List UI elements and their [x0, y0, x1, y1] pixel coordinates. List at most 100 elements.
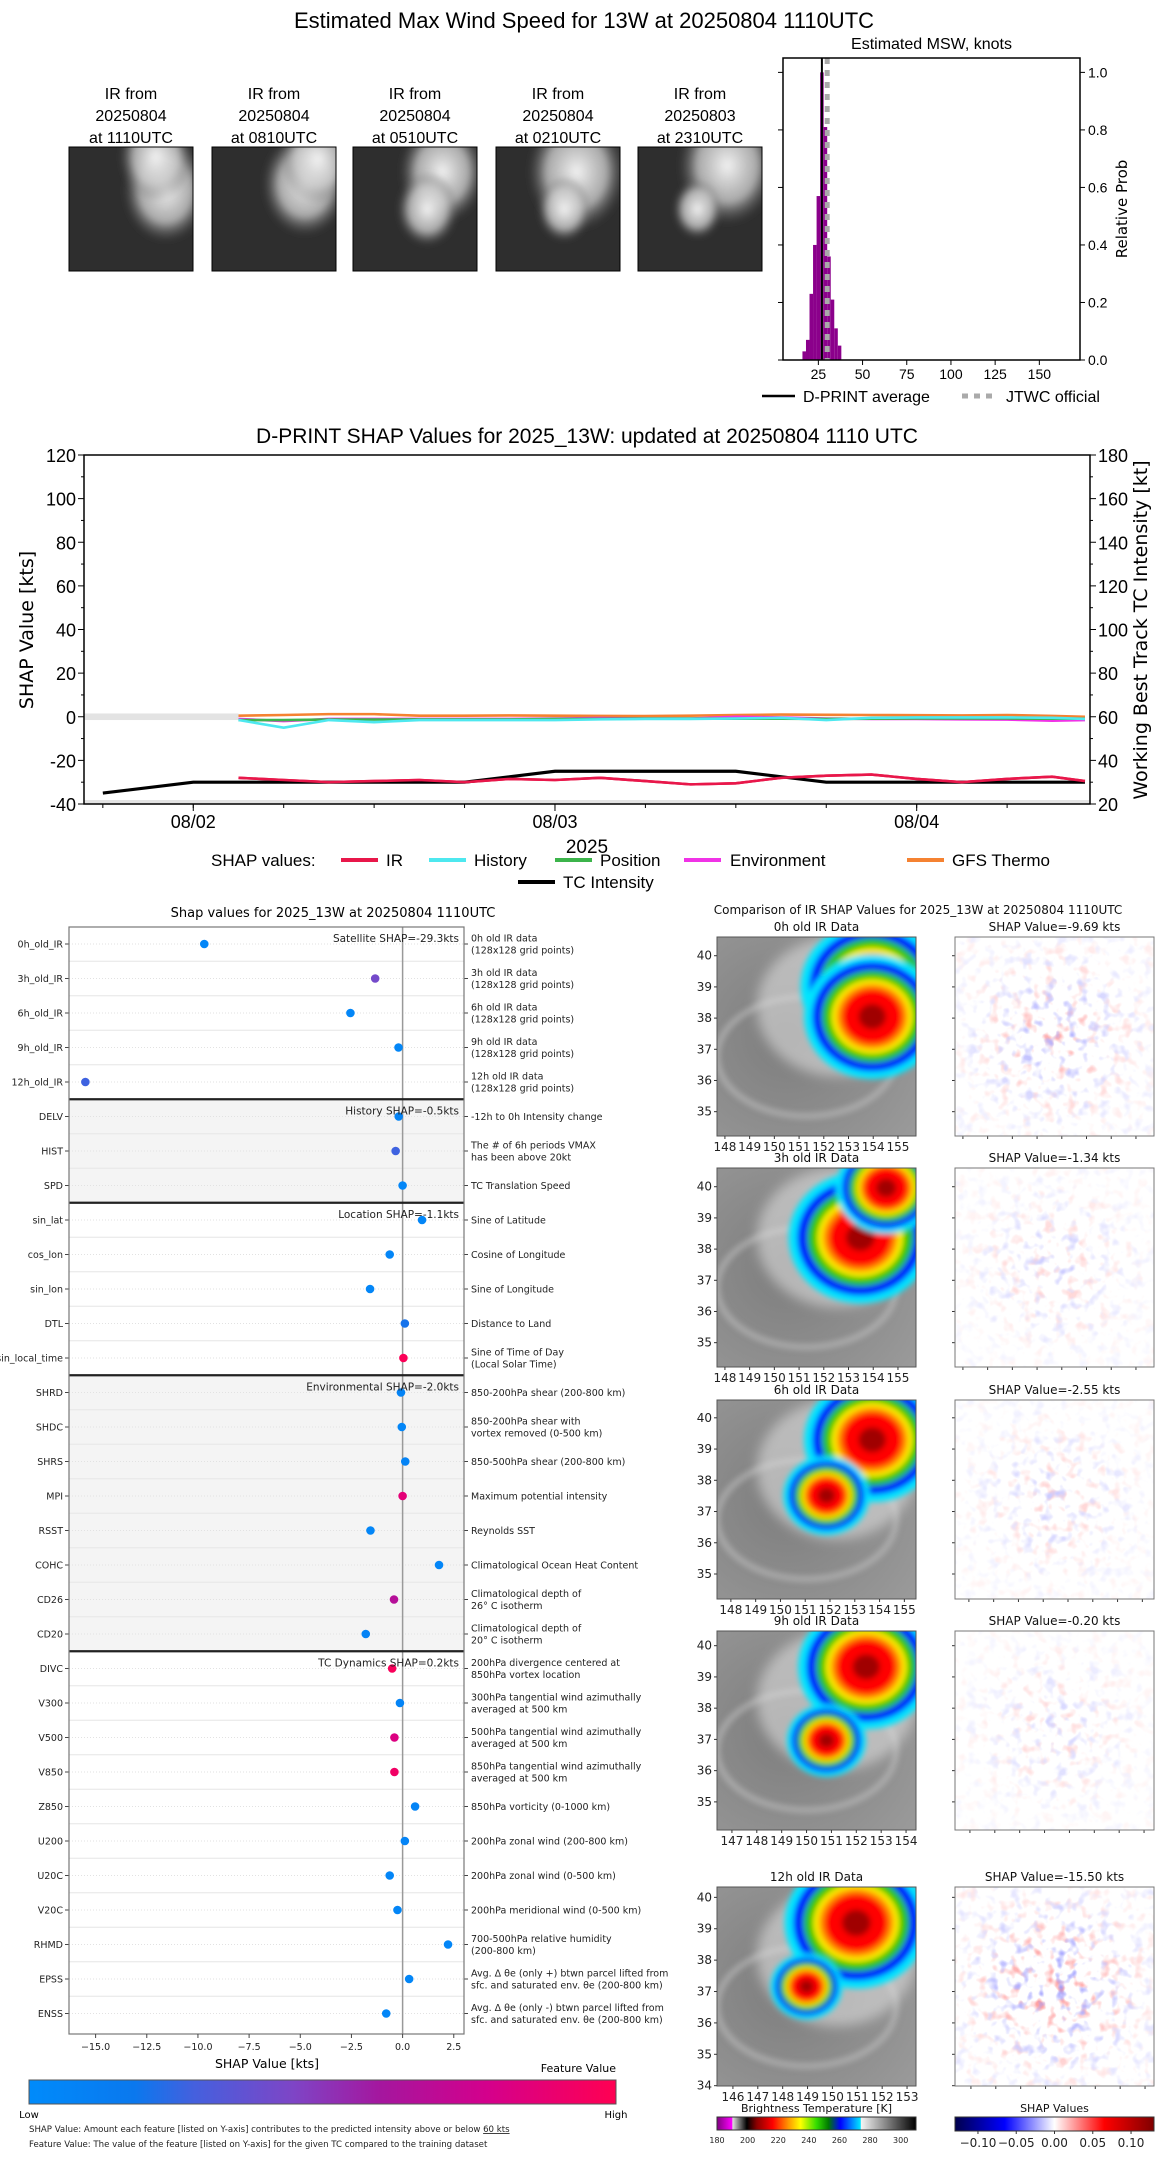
bt-tick-label: 280 [862, 2136, 877, 2145]
shap-image-frame [954, 1399, 1155, 1600]
feature-description: 850hPa tangential wind azimuthally [471, 1762, 642, 1773]
ir-image-title: 3h old IR Data [774, 1151, 860, 1165]
msw-histogram: Estimated MSW, knots 25 50 75 100 125 150 0.0 0.… [762, 36, 1131, 406]
bt-colorbar-gradient [716, 2116, 917, 2131]
histogram-bar [802, 351, 806, 360]
histogram-bar [805, 339, 810, 360]
shap-dot [396, 1388, 406, 1397]
ir-thumbnail-image [496, 147, 620, 271]
feature-label: 3h_old_IR [18, 974, 64, 985]
ir-image-frame [716, 1886, 917, 2087]
histogram-bar [834, 328, 838, 360]
legend-label: Environment [730, 851, 826, 870]
feature-label: COHC [35, 1561, 63, 1572]
ir-image [717, 1887, 916, 2086]
legend-jtwc-label: JTWC official [1006, 389, 1100, 406]
ir-thumbnail-0: IR from 20250804 at 1110UTC [68, 86, 194, 272]
ir-row-0: 0h old IR Data SHAP Value=-9.69 kts 148 149… [697, 920, 1155, 1154]
y-tick-label: 1.0 [1088, 64, 1108, 80]
footnote-feature: Feature Value: The value of the feature … [29, 2140, 488, 2150]
y-axis-label: Relative Prob [1113, 160, 1131, 259]
lon-tick-label: 152 [819, 1603, 842, 1617]
ir-thumbnail-image [69, 147, 193, 271]
lat-tick-label: 37 [697, 1042, 712, 1056]
feature-label: U20C [37, 1871, 63, 1882]
thumbnail-label: IR from [674, 86, 726, 103]
x-axis-label: SHAP Value [kts] [215, 2056, 319, 2071]
lon-tick-label: 151 [846, 2090, 869, 2104]
shap-dot [394, 1043, 403, 1052]
bt-tick-label: 180 [709, 2136, 724, 2145]
lon-tick-label: 149 [796, 2090, 819, 2104]
ir-image-frame [716, 936, 917, 1137]
shap-image-title: SHAP Value=-9.69 kts [989, 920, 1121, 934]
feature-description: Climatological Ocean Heat Content [471, 1561, 638, 1572]
feature-label: Z850 [38, 1802, 63, 1813]
feature-group-2: sin_lat Sine of Latitude cos_lon Cosine of … [0, 1216, 566, 1371]
x-tick-label: −2.5 [340, 2042, 363, 2053]
shap-timeseries-chart: D-PRINT SHAP Values for 2025_13W: update… [16, 425, 1152, 892]
lat-tick-label: 40 [697, 949, 712, 963]
x-tick-label: 08/04 [894, 812, 939, 832]
y-tick-label: 0 [66, 708, 76, 728]
lat-tick-label: 35 [697, 1795, 712, 1809]
histogram-bar [827, 256, 831, 360]
feature-description: averaged at 500 km [471, 1705, 567, 1716]
lat-tick-label: 39 [697, 1922, 712, 1936]
feature-label: sin_lon [30, 1285, 63, 1296]
lon-tick-label: 153 [843, 1603, 866, 1617]
feature-label: ENSS [38, 2009, 63, 2020]
feature-description: averaged at 500 km [471, 1774, 567, 1785]
ir-image [717, 1168, 916, 1367]
thumbnail-label: 20250804 [522, 108, 593, 125]
lon-tick-label: 152 [871, 2090, 894, 2104]
footnote-shap-text: SHAP Value: Amount each feature [listed … [29, 2125, 483, 2135]
thumbnail-label: IR from [389, 86, 441, 103]
y2-axis-label: Working Best Track TC Intensity [kt] [1130, 460, 1152, 799]
legend-label: TC Intensity [563, 873, 654, 892]
lon-tick-label: 154 [895, 1834, 918, 1848]
ir-row-2: 6h old IR Data SHAP Value=-2.55 kts 148 149… [697, 1383, 1155, 1617]
histogram-bar [813, 244, 817, 360]
feature-description: Avg. Δ θe (only -) btwn parcel lifted fr… [471, 2003, 664, 2014]
x-tick-label: 125 [983, 366, 1007, 382]
lon-tick-label: 149 [744, 1603, 767, 1617]
y-tick-label: 0.6 [1088, 179, 1108, 195]
lat-tick-label: 39 [697, 1442, 712, 1456]
histogram-bar [809, 293, 814, 360]
histogram-frame [782, 57, 1081, 361]
lon-tick-label: 154 [862, 1371, 885, 1385]
y2-tick-label: 180 [1098, 446, 1128, 466]
shap-image-frame [954, 1630, 1155, 1831]
shap-dot [391, 1146, 400, 1156]
shap-tick-label: −0.05 [998, 2136, 1035, 2150]
histogram-bar [816, 196, 821, 360]
feature-label: RHMD [34, 1940, 63, 1951]
feature-description: has been above 20kt [471, 1153, 571, 1164]
lat-tick-label: 36 [697, 2016, 712, 2030]
thumbnail-label: 20250803 [664, 108, 735, 125]
x-tick-label: 150 [1028, 366, 1052, 382]
group-annotation: Location SHAP=-1.1kts [338, 1209, 459, 1221]
shap-image-frame [954, 1886, 1155, 2087]
histogram-bar [837, 345, 842, 360]
lon-tick-label: 151 [788, 1371, 811, 1385]
feature-description: Sine of Latitude [471, 1216, 546, 1227]
shap-dot [434, 1560, 444, 1570]
shap-dot [389, 1595, 399, 1604]
y2-tick-label: 80 [1098, 664, 1118, 684]
lat-tick-label: 38 [697, 1242, 712, 1256]
feature-description: 12h old IR data [471, 1072, 543, 1083]
timeseries-frame [83, 454, 1091, 805]
lon-tick-label: 149 [738, 1140, 761, 1154]
y-tick-label: 40 [56, 621, 76, 641]
y-axis-label: SHAP Value [kts] [16, 551, 38, 709]
lon-tick-label: 150 [763, 1371, 786, 1385]
shap-dot [397, 1422, 407, 1432]
ir-thumbnail-3: IR from 20250804 at 0210UTC [495, 86, 621, 272]
y-tick-label: -40 [50, 795, 76, 815]
group-annotation: TC Dynamics SHAP=0.2kts [317, 1658, 459, 1670]
ir-image-title: 0h old IR Data [774, 920, 860, 934]
shap-image-title: SHAP Value=-15.50 kts [985, 1870, 1124, 1884]
lat-tick-label: 35 [697, 1105, 712, 1119]
